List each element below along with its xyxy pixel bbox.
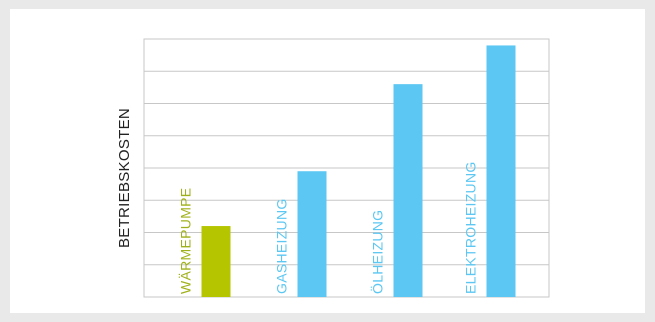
bar-1 [297,171,327,297]
bar-label-2: ÖLHEIZUNG [369,210,386,294]
chart-card: BETRIEBSKOSTEN WÄRMEPUMPE GASHEIZUNG ÖLHEIZ… [10,9,645,313]
bar-2 [393,84,423,298]
bar-label-0: WÄRMEPUMPE [178,188,194,294]
bar-label-3: ELEKTROHEIZUNG [463,161,479,294]
bar-3 [486,45,516,298]
operating-cost-chart: BETRIEBSKOSTEN WÄRMEPUMPE GASHEIZUNG ÖLHEIZ… [116,38,550,298]
bar-label-1: GASHEIZUNG [274,198,290,294]
plot-frame [143,38,550,298]
bar-0 [201,226,231,297]
y-axis-label: BETRIEBSKOSTEN [116,108,133,248]
